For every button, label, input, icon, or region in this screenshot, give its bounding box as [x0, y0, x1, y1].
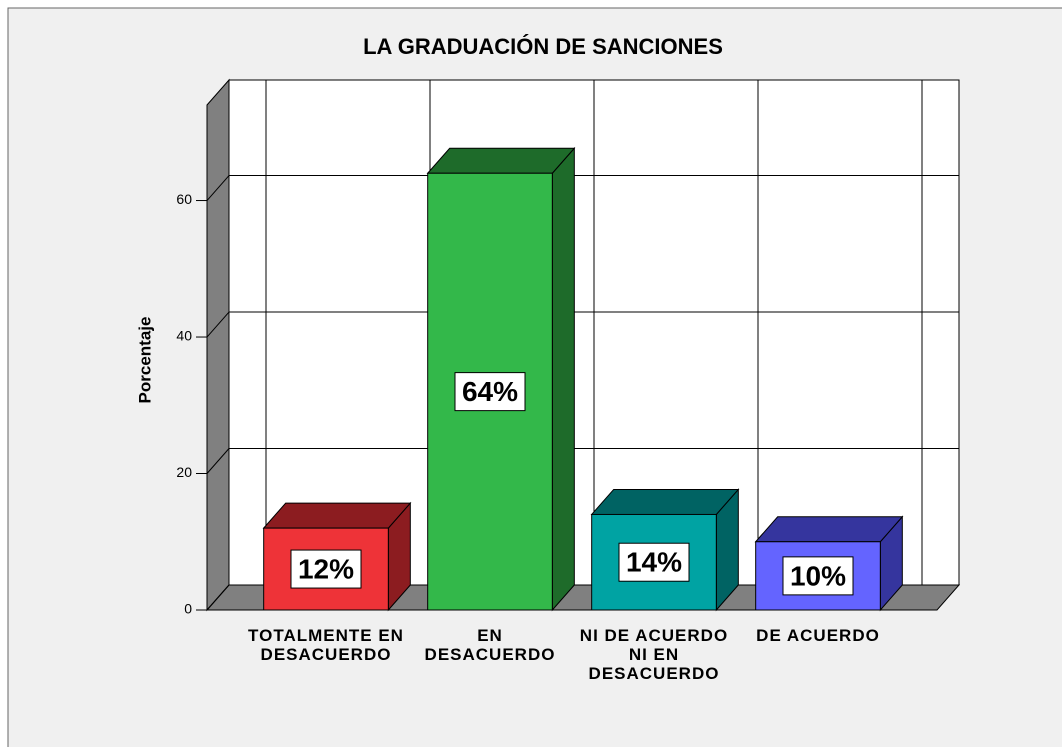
bar-top [262, 502, 412, 529]
value-label-box [782, 556, 854, 596]
value-label-box [618, 542, 690, 582]
bar-top [590, 488, 740, 515]
y-tick-label: 40 [176, 328, 192, 344]
x-tick-label: DE ACUERDO [756, 626, 880, 645]
wall-grid-line [206, 311, 230, 338]
x-tick-label: NI DE ACUERDO NI EN DESACUERDO [579, 626, 729, 683]
value-label: 64% [462, 376, 518, 407]
wall-grid-line [206, 584, 230, 611]
chart-title: LA GRADUACIÓN DE SANCIONES [363, 34, 723, 59]
y-axis-label: Porcentaje [135, 317, 154, 404]
value-label-box [290, 549, 362, 589]
bar-top [426, 147, 576, 174]
left-wall [206, 78, 230, 612]
bar-side [551, 146, 575, 612]
x-tick-label: TOTALMENTE EN DESACUERDO [248, 626, 404, 664]
wall-grid-line [206, 175, 230, 201]
value-label: 12% [298, 553, 354, 584]
x-tick-label: EN DESACUERDO [424, 626, 556, 664]
value-label-box [454, 372, 526, 412]
value-label: 10% [790, 560, 846, 591]
bar-top [754, 516, 904, 543]
y-tick-label: 60 [176, 191, 192, 207]
y-tick-label: 0 [184, 601, 192, 617]
wall-grid-line [206, 448, 230, 474]
value-label: 14% [626, 547, 682, 578]
y-tick-label: 20 [176, 464, 192, 480]
